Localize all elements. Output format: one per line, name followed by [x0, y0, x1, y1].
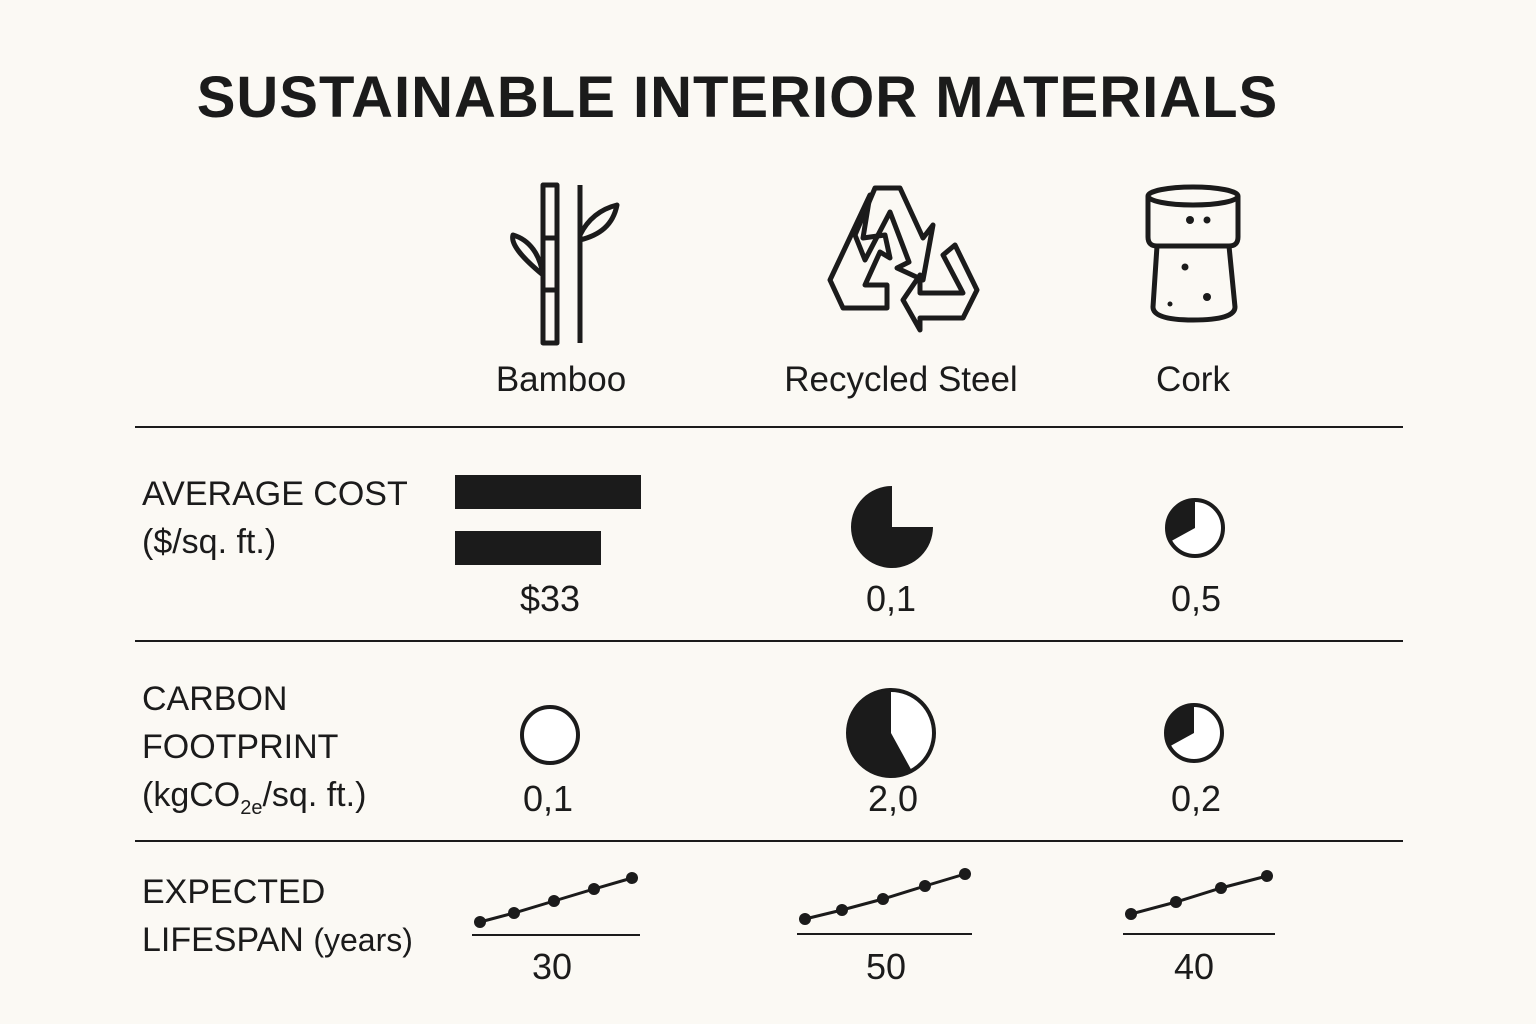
row-label-lifespan: EXPECTED LIFESPAN (years) — [142, 868, 413, 964]
carbon-pie-bamboo-outline — [520, 705, 580, 765]
point — [877, 893, 889, 905]
carbon-value-bamboo: 0,1 — [522, 778, 574, 819]
material-name-bamboo: Bamboo — [495, 360, 627, 399]
cost-value-cork: 0,5 — [1170, 578, 1222, 619]
row-label-carbon: CARBON FOOTPRINT (kgCO2e/sq. ft.) — [142, 675, 366, 832]
carbon-pie-recycled-steel-wedge — [848, 690, 912, 776]
unit-text: (kgCO — [142, 776, 241, 814]
point — [836, 904, 848, 916]
point — [959, 868, 971, 880]
material-name-cork: Cork — [1156, 360, 1230, 399]
label-line: AVERAGE COST — [142, 475, 408, 513]
cost-value-recycled-steel: 0,1 — [865, 578, 917, 619]
cost-value-bamboo: $33 — [519, 578, 581, 619]
point — [799, 913, 811, 925]
point — [474, 916, 486, 928]
unit-text: /sq. ft.) — [262, 776, 367, 814]
recycle-icon — [827, 185, 980, 333]
lifespan-value-bamboo: 30 — [531, 946, 573, 987]
cost-bar — [455, 531, 601, 565]
point — [588, 883, 600, 895]
cost-pie-recycled-steel-wedge — [851, 486, 933, 568]
point — [626, 872, 638, 884]
cost-bar — [455, 475, 641, 509]
row-label-cost: AVERAGE COST ($/sq. ft.) — [142, 470, 408, 566]
bamboo-icon — [510, 182, 620, 346]
divider — [135, 426, 1403, 428]
label-line: ($/sq. ft.) — [142, 523, 277, 561]
point — [508, 907, 520, 919]
cork-icon — [1145, 184, 1241, 323]
trend-line — [1130, 874, 1268, 916]
cost-pie-cork-wedge — [1167, 500, 1195, 542]
carbon-value-recycled-steel: 2,0 — [867, 778, 919, 819]
page-title: SUSTAINABLE INTERIOR MATERIALS — [196, 65, 1279, 130]
point — [1215, 882, 1227, 894]
label-line: CARBON — [142, 680, 288, 718]
material-name-recycled-steel: Recycled Steel — [784, 360, 1018, 399]
lifespan-value-recycled-steel: 50 — [865, 946, 907, 987]
point — [548, 895, 560, 907]
point — [919, 880, 931, 892]
divider — [135, 840, 1403, 842]
label-line: EXPECTED — [142, 873, 326, 911]
unit-text: (years) — [313, 922, 413, 958]
divider — [135, 640, 1403, 642]
label-line: LIFESPAN (years) — [142, 916, 413, 964]
point — [1125, 908, 1137, 920]
label-line: FOOTPRINT — [142, 728, 339, 766]
point — [1261, 870, 1273, 882]
point — [1170, 896, 1182, 908]
unit-subscript: 2e — [240, 796, 263, 819]
label-text: LIFESPAN — [142, 921, 304, 959]
carbon-pie-cork-wedge — [1166, 705, 1194, 747]
label-line: (kgCO2e/sq. ft.) — [142, 771, 366, 832]
carbon-value-cork: 0,2 — [1170, 778, 1222, 819]
lifespan-value-cork: 40 — [1173, 946, 1215, 987]
